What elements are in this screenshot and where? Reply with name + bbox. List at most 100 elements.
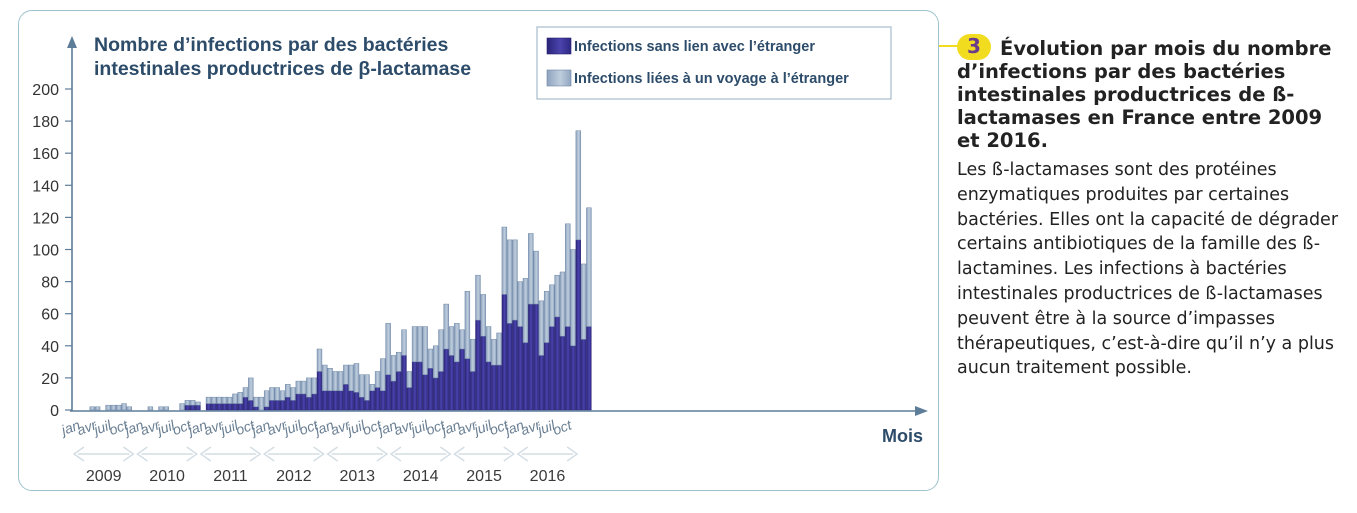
month-tick-label: oct — [487, 416, 511, 438]
year-span-chevron-right — [439, 446, 452, 462]
bar-segment-domestic — [274, 400, 280, 411]
month-tick-label: juil — [343, 417, 367, 439]
bar-segment-travel — [211, 396, 217, 404]
bar-segment-domestic — [242, 396, 249, 411]
bar-segment-travel — [580, 263, 587, 340]
year-span-chevron-left — [453, 446, 465, 462]
bar-segment-domestic — [475, 319, 481, 411]
bar-segment-travel — [195, 401, 201, 406]
y-tick-label: 180 — [32, 114, 59, 131]
bar-segment-travel — [332, 371, 339, 391]
year-span-chevron-right — [566, 446, 579, 462]
bar-segment-domestic — [253, 406, 259, 411]
y-tick-label: 0 — [50, 403, 59, 420]
month-tick-label: avr — [138, 416, 163, 438]
x-axis-arrow — [915, 406, 928, 416]
bar-segment-travel — [242, 387, 249, 398]
year-span-chevron-left — [326, 446, 338, 462]
year-label: 2016 — [530, 468, 566, 485]
bar-segment-domestic — [285, 396, 291, 411]
axes — [65, 36, 928, 462]
bar-segment-domestic — [353, 392, 360, 411]
bar-segment-travel — [353, 363, 360, 393]
legend-label-domestic: Infections sans lien avec l’étranger — [574, 39, 815, 55]
y-tick-label: 60 — [41, 307, 59, 324]
bar-segment-domestic — [448, 355, 455, 411]
bar-segment-travel — [448, 326, 455, 356]
bar-segment-domestic — [221, 403, 228, 411]
y-tick-label: 20 — [41, 371, 59, 388]
bar-segment-domestic — [559, 335, 566, 411]
bar-segment-travel — [485, 326, 492, 363]
bar-segment-domestic — [190, 404, 196, 411]
figure-caption: 3 Évolution par mois du nombre d’infectio… — [957, 34, 1349, 381]
bar-segment-domestic — [184, 404, 191, 411]
bar-segment-travel — [311, 377, 317, 395]
bar-segment-domestic — [327, 390, 333, 411]
bar-segment-travel — [232, 393, 238, 404]
bar-segment-domestic — [543, 342, 550, 411]
bar-segment-domestic — [195, 404, 201, 411]
month-tick-label: oct — [234, 416, 258, 438]
month-tick-label: jan — [374, 417, 399, 439]
bar-segment-travel — [110, 404, 117, 411]
bar-segment-travel — [380, 358, 386, 391]
bar-segment-domestic — [411, 361, 418, 411]
year-label: 2012 — [276, 468, 312, 485]
bar-segment-domestic — [364, 400, 370, 411]
legend: Infections sans lien avec l’étranger Infe… — [536, 26, 892, 100]
year-span-chevron-left — [389, 446, 402, 462]
labels: 020406080100120140160180200janavrjuiloct… — [32, 82, 574, 485]
bar-segment-travel — [374, 371, 381, 388]
bar-segment-travel — [300, 380, 307, 395]
bar-segment-domestic — [565, 326, 571, 411]
bar-segment-domestic — [464, 358, 471, 411]
bar-segment-travel — [274, 387, 280, 401]
bar-segment-travel — [279, 390, 286, 401]
month-tick-label: jan — [501, 417, 526, 439]
y-tick-label: 120 — [32, 210, 59, 227]
y-axis-arrow — [67, 36, 77, 48]
bar-segment-travel — [105, 404, 111, 411]
caption-text: Les ß-lactamases sont des protéines enzy… — [957, 160, 1339, 379]
bar-segment-travel — [411, 326, 418, 363]
month-tick-label: juil — [280, 417, 304, 439]
chart-title-line-2: intestinales productrices de β-lactamase — [94, 58, 471, 80]
bar-segment-travel — [364, 374, 370, 401]
bar-segment-travel — [475, 274, 481, 321]
bars — [89, 130, 592, 411]
year-span-chevron-left — [262, 446, 275, 462]
bar-segment-travel — [401, 329, 407, 356]
bar-segment-domestic — [538, 355, 545, 411]
bar-segment-travel — [121, 403, 127, 411]
y-tick-label: 40 — [41, 339, 59, 356]
bar-segment-travel — [501, 226, 508, 295]
year-label: 2010 — [149, 468, 185, 485]
bar-segment-travel — [396, 351, 402, 372]
bar-segment-travel — [359, 374, 365, 398]
bar-segment-domestic — [485, 361, 492, 411]
bar-segment-travel — [263, 390, 270, 408]
bar-segment-domestic — [380, 390, 386, 411]
month-tick-label: oct — [360, 416, 384, 438]
bar-segment-domestic — [480, 335, 486, 411]
bar-segment-domestic — [522, 342, 529, 411]
year-span-chevron-right — [122, 446, 135, 462]
bar-segment-domestic — [269, 400, 275, 411]
y-tick-label: 140 — [32, 178, 59, 195]
bar-segment-travel — [549, 284, 555, 327]
legend-box — [536, 26, 892, 100]
bar-segment-travel — [248, 377, 254, 401]
bar-segment-travel — [427, 348, 434, 369]
bar-segment-domestic — [433, 377, 439, 411]
bar-segment-travel — [533, 250, 539, 305]
bar-segment-travel — [322, 364, 328, 391]
chart-svg: 020406080100120140160180200janavrjuiloct… — [32, 26, 928, 485]
bar-segment-travel — [237, 392, 243, 404]
bar-segment-domestic — [470, 371, 476, 411]
bar-segment-travel — [163, 406, 169, 411]
bar-segment-domestic — [417, 361, 423, 411]
bar-segment-domestic — [374, 387, 381, 411]
month-tick-label: jan — [184, 417, 209, 439]
bar-segment-domestic — [332, 390, 338, 411]
